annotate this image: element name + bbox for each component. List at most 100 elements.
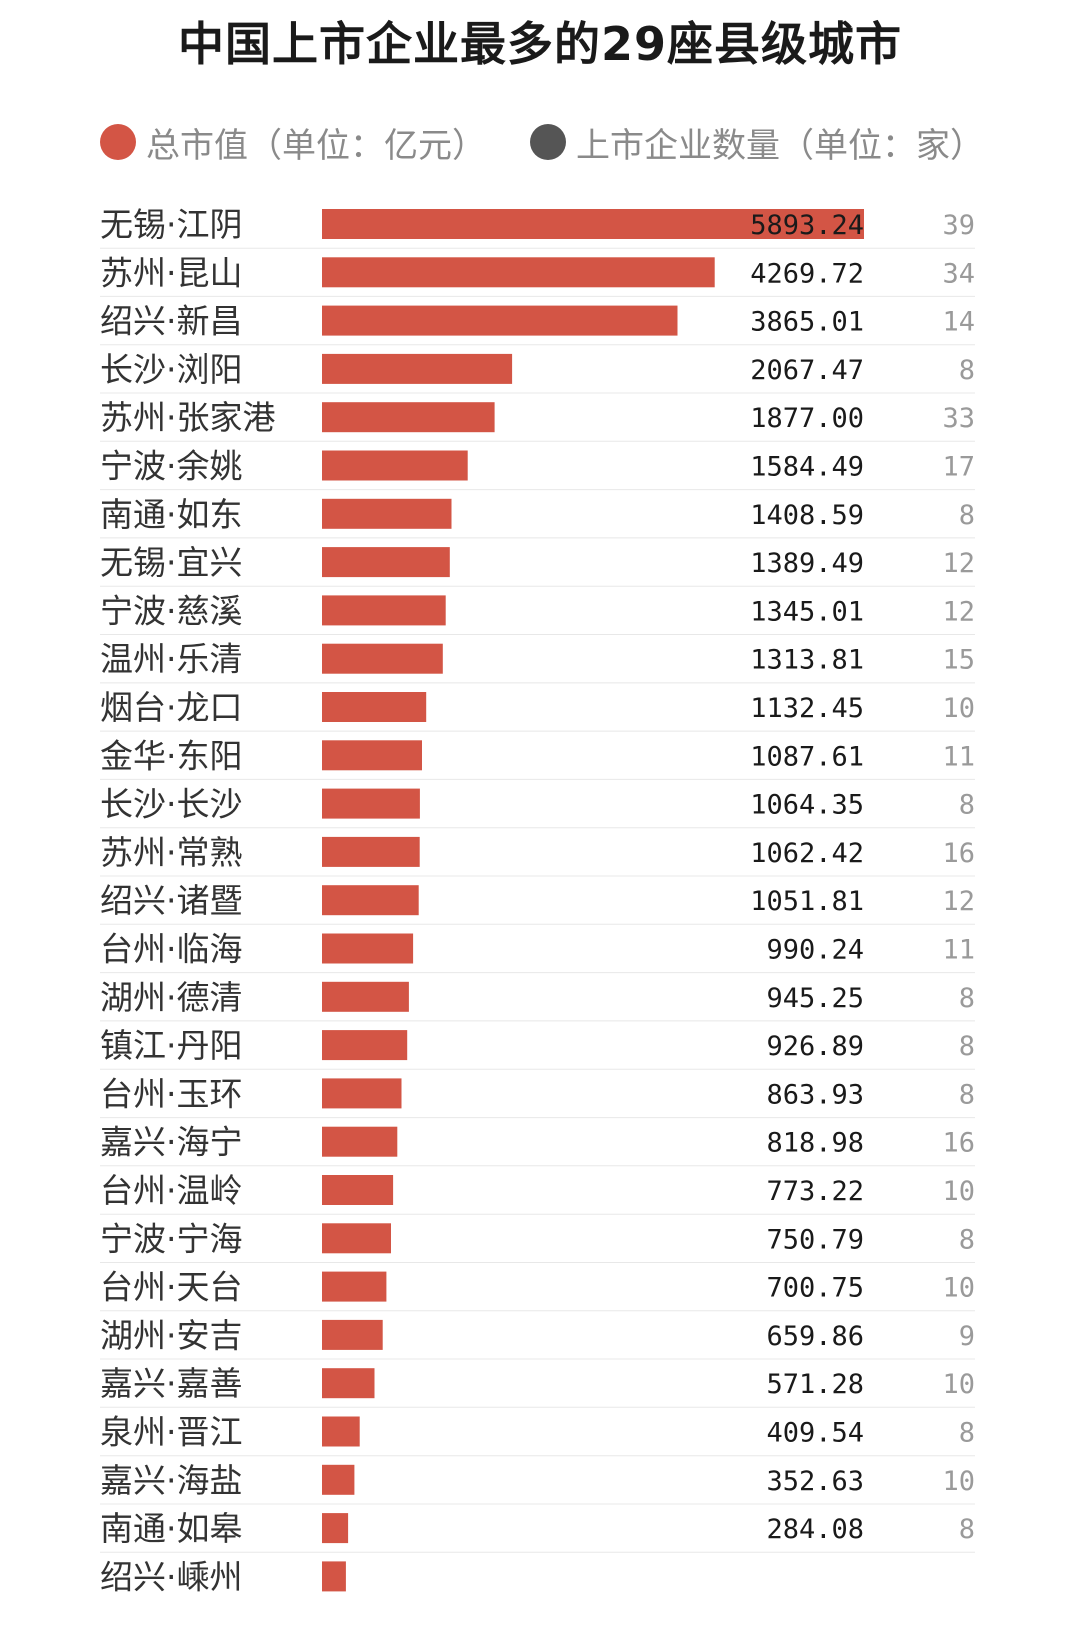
category-label: 南通·如东: [100, 495, 243, 534]
legend-label-market-cap: 总市值（单位：亿元）: [146, 125, 486, 166]
value-label: 990.24: [766, 935, 864, 966]
value-label: 1408.59: [750, 500, 864, 531]
category-label: 苏州·常熟: [100, 833, 243, 872]
count-label: 8: [959, 983, 975, 1014]
count-label: 33: [942, 403, 975, 434]
value-label: 2067.47: [750, 355, 864, 386]
category-label: 湖州·德清: [100, 978, 243, 1017]
bar: [322, 450, 468, 481]
count-label: 10: [942, 1176, 975, 1207]
count-label: 11: [942, 741, 975, 772]
bar: [322, 643, 443, 674]
bar: [322, 1561, 346, 1592]
category-label: 长沙·浏阳: [100, 350, 243, 389]
category-label: 湖州·安吉: [100, 1316, 243, 1355]
value-label: 945.25: [766, 983, 864, 1014]
bar: [322, 1223, 391, 1254]
value-label: 1062.42: [750, 838, 864, 869]
count-label: 12: [942, 596, 975, 627]
bar: [322, 1319, 383, 1350]
value-label: 1313.81: [750, 645, 864, 676]
value-label: 284.08: [766, 1514, 864, 1545]
count-label: 10: [942, 1273, 975, 1304]
bar: [322, 933, 414, 964]
count-label: 11: [942, 935, 975, 966]
value-label: 773.22: [766, 1176, 864, 1207]
bar: [322, 788, 420, 819]
bar: [322, 353, 513, 384]
category-label: 苏州·张家港: [100, 398, 276, 437]
category-label: 苏州·昆山: [100, 253, 243, 292]
value-label: 700.75: [766, 1273, 864, 1304]
count-label: 9: [959, 1321, 975, 1352]
bar: [322, 209, 864, 239]
value-label: 750.79: [766, 1224, 864, 1255]
value-label: 926.89: [766, 1031, 864, 1062]
value-label: 1051.81: [750, 886, 864, 917]
bar: [322, 1126, 398, 1157]
bar: [322, 1416, 360, 1447]
category-label: 无锡·宜兴: [100, 543, 243, 582]
category-label: 镇江·丹阳: [100, 1026, 243, 1065]
category-label: 长沙·长沙: [100, 785, 243, 824]
bar: [322, 692, 427, 722]
category-label: 宁波·慈溪: [100, 591, 243, 630]
value-label: 1584.49: [750, 452, 864, 483]
bar: [322, 547, 450, 578]
category-label: 台州·天台: [100, 1268, 243, 1307]
category-label: 无锡·江阴: [100, 205, 243, 244]
count-label: 39: [942, 210, 975, 241]
legend-dot-company-count: [530, 124, 566, 160]
category-label: 烟台·龙口: [100, 688, 243, 727]
category-label: 绍兴·嵊州: [100, 1557, 243, 1596]
category-label: 嘉兴·海盐: [100, 1461, 243, 1500]
count-label: 8: [959, 790, 975, 821]
bar: [322, 1513, 349, 1544]
count-label: 8: [959, 355, 975, 386]
value-label: 571.28: [766, 1369, 864, 1400]
count-label: 10: [942, 1466, 975, 1497]
value-label: 1064.35: [750, 790, 864, 821]
count-label: 15: [942, 645, 975, 676]
bar: [322, 498, 452, 529]
chart-title: 中国上市企业最多的29座县级城市: [177, 17, 902, 71]
count-label: 10: [942, 693, 975, 724]
bar: [322, 740, 422, 771]
category-label: 绍兴·新昌: [100, 302, 243, 341]
legend-item-market-cap: 总市值（单位：亿元）: [100, 118, 486, 167]
value-label: 1087.61: [750, 741, 864, 772]
bar: [322, 1175, 394, 1205]
value-label: 863.93: [766, 1079, 864, 1110]
count-label: 8: [959, 1418, 975, 1449]
value-label: 818.98: [766, 1128, 864, 1159]
count-label: 34: [942, 258, 975, 289]
bar: [322, 885, 419, 916]
legend-label-company-count: 上市企业数量（单位：家）: [576, 125, 984, 166]
category-label: 泉州·晋江: [100, 1413, 243, 1452]
value-label: 352.63: [766, 1466, 864, 1497]
value-label: 3865.01: [750, 307, 864, 338]
value-label: 409.54: [766, 1418, 864, 1449]
legend-item-company-count: 上市企业数量（单位：家）: [530, 118, 984, 167]
count-label: 10: [942, 1369, 975, 1400]
value-label: 659.86: [766, 1321, 864, 1352]
bar: [322, 836, 420, 867]
bar: [322, 1030, 408, 1061]
category-label: 台州·玉环: [100, 1074, 243, 1113]
category-label: 嘉兴·嘉善: [100, 1364, 243, 1403]
bar: [322, 305, 678, 336]
bar: [322, 981, 409, 1012]
count-label: 16: [942, 1128, 975, 1159]
value-label: 1132.45: [750, 693, 864, 724]
value-label: 1877.00: [750, 403, 864, 434]
bar: [322, 1271, 387, 1302]
category-label: 温州·乐清: [100, 640, 243, 679]
count-label: 12: [942, 548, 975, 579]
category-label: 绍兴·诸暨: [100, 881, 243, 920]
category-label: 宁波·余姚: [100, 447, 243, 486]
value-label: 5893.24: [750, 210, 864, 241]
bar: [322, 257, 715, 288]
legend-dot-market-cap: [100, 124, 136, 160]
legend: 总市值（单位：亿元） 上市企业数量（单位：家）: [100, 112, 984, 172]
bar: [322, 402, 495, 433]
